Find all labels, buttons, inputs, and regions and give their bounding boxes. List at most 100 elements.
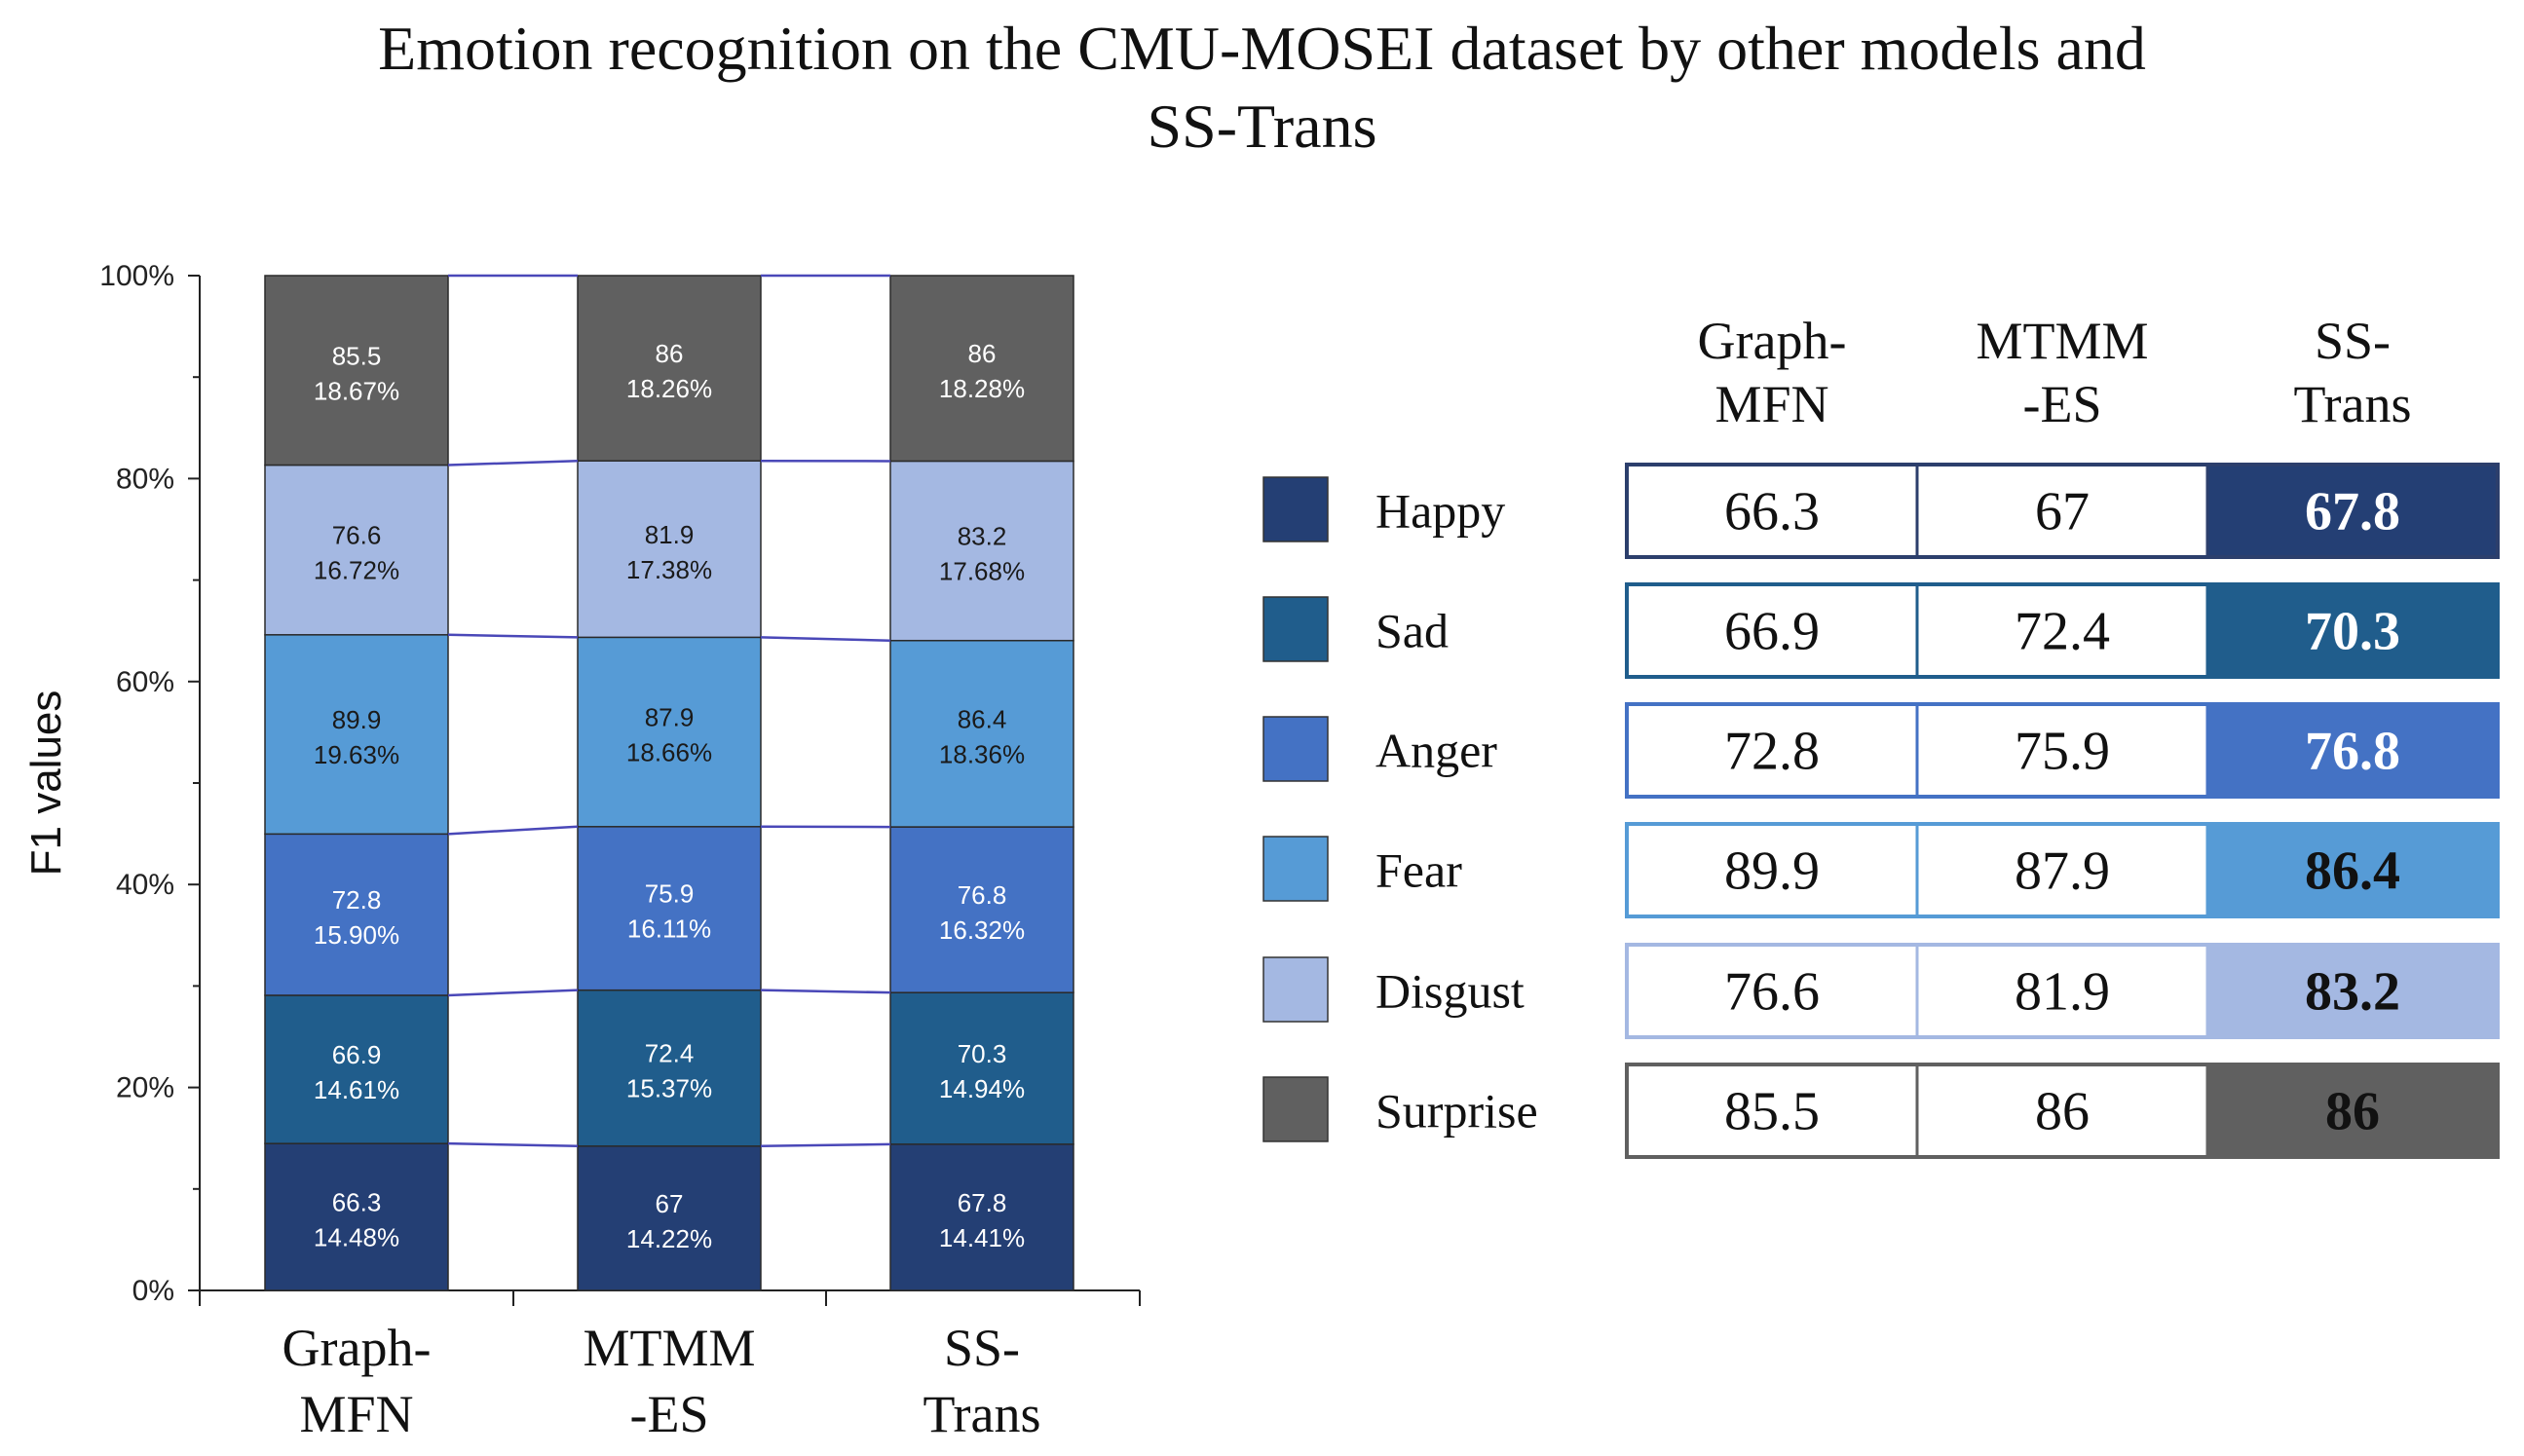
legend-label: Surprise [1375, 1084, 1538, 1139]
y-tick-label: 60% [116, 666, 174, 698]
bar-percent-label: 14.48% [314, 1223, 399, 1252]
table-cell-value: 66.3 [1724, 482, 1820, 542]
legend-swatch-surprise [1262, 1076, 1329, 1142]
x-category-label: Trans [923, 1385, 1040, 1443]
bar-segment-surprise [264, 275, 449, 467]
bar-segment-surprise [889, 275, 1074, 463]
bar-percent-label: 14.94% [939, 1074, 1025, 1103]
bar-value-label: 83.2 [958, 522, 1007, 551]
table-row-border [1625, 1063, 2500, 1159]
table-cell-value: 83.2 [2305, 962, 2400, 1023]
bar-value-label: 86.4 [958, 704, 1007, 733]
connector-line [760, 636, 891, 642]
bar-percent-label: 19.63% [314, 740, 399, 769]
legend-swatch-disgust [1262, 956, 1329, 1023]
table-row-border [1625, 943, 2500, 1039]
legend-swatch-fear [1262, 836, 1329, 902]
bar-segment-anger [264, 833, 449, 996]
legend-label: Sad [1375, 604, 1449, 658]
stacked-bar-chart: 0% 20% 40% 60% 80% 100% F1 values 66.3 14.48% 67 1… [22, 260, 1141, 1443]
table-column-header: -ES [2023, 375, 2102, 433]
legend-label: Disgust [1375, 964, 1525, 1019]
connector-line [447, 825, 579, 836]
chart-title-line-1: Emotion recognition on the CMU-MOSEI dat… [378, 14, 2146, 83]
bar-segment-surprise [577, 275, 762, 462]
table-row-border [1625, 702, 2500, 799]
y-tick-label: 40% [116, 869, 174, 901]
bar-value-label: 66.9 [332, 1040, 382, 1069]
chart-title-line-2: SS-Trans [1147, 92, 1377, 161]
bar-value-label: 72.4 [645, 1039, 695, 1068]
bar-percent-label: 15.90% [314, 920, 399, 950]
bar-segment-disgust [577, 460, 762, 639]
table-column-header: Graph- [1698, 312, 1847, 370]
bar-percent-label: 16.11% [627, 915, 711, 944]
bar-value-label: 81.9 [645, 520, 695, 549]
bar-percent-label: 14.22% [626, 1224, 712, 1253]
table-column-header: Trans [2293, 375, 2411, 433]
table-cell-value: 72.4 [2015, 602, 2110, 662]
table-row-border [1625, 822, 2500, 918]
values-table: Graph-MFN MTMM-ES SS-Trans Happy 66.3 67 67.8 S… [1262, 312, 2500, 1159]
connector-line [447, 633, 579, 639]
bar-value-label: 70.3 [958, 1039, 1007, 1068]
x-category-label: SS- [944, 1319, 1020, 1377]
legend-label: Anger [1375, 724, 1497, 778]
bar-value-label: 75.9 [645, 879, 695, 909]
bar-segment-anger [889, 826, 1074, 993]
table-cell-value: 89.9 [1724, 841, 1820, 902]
bar-percent-label: 18.28% [939, 374, 1025, 403]
bar-value-label: 87.9 [645, 703, 695, 732]
bar-segment-anger [577, 826, 762, 991]
y-tick-label: 80% [116, 463, 174, 495]
table-cell-value: 67.8 [2305, 482, 2400, 542]
table-cell-value: 76.8 [2305, 722, 2400, 782]
connector-line [447, 989, 579, 997]
bar-segment-happy [577, 1145, 762, 1291]
table-column-header: MTMM [1976, 312, 2148, 370]
bar-percent-label: 18.66% [626, 738, 712, 767]
legend-label: Fear [1375, 843, 1462, 898]
table-column-header: MFN [1714, 375, 1828, 433]
table-cell-value: 86 [2325, 1082, 2380, 1142]
bar-value-label: 86 [656, 339, 684, 368]
table-cell-value: 76.6 [1724, 962, 1820, 1023]
bar-percent-label: 17.68% [939, 557, 1025, 586]
bar-value-label: 76.8 [958, 880, 1007, 910]
legend-label: Happy [1375, 484, 1505, 539]
bar-percent-label: 15.37% [626, 1074, 712, 1103]
table-row-border [1625, 463, 2500, 559]
bar-value-label: 67.8 [958, 1188, 1007, 1217]
bar-value-label: 76.6 [332, 521, 382, 550]
bar-percent-label: 14.41% [939, 1223, 1025, 1252]
bar-segment-happy [264, 1142, 449, 1291]
bar-percent-label: 16.72% [314, 556, 399, 585]
table-cell-value: 85.5 [1724, 1082, 1820, 1142]
legend-swatch-anger [1262, 716, 1329, 782]
table-cell-value: 72.8 [1724, 722, 1820, 782]
bar-percent-label: 18.67% [314, 376, 399, 405]
table-cell-value: 66.9 [1724, 602, 1820, 662]
bar-percent-label: 18.26% [626, 374, 712, 403]
table-cell-value: 75.9 [2015, 722, 2110, 782]
x-category-label: Graph- [283, 1319, 432, 1377]
legend-swatch-happy [1262, 476, 1329, 542]
table-highlight-cell [2207, 945, 2498, 1037]
bar-value-label: 67 [656, 1189, 684, 1218]
connector-line [447, 1141, 579, 1148]
legend-swatch-sad [1262, 596, 1329, 662]
bar-value-label: 72.8 [332, 885, 382, 915]
bar-percent-label: 16.32% [939, 915, 1025, 945]
y-tick-label: 100% [99, 260, 174, 292]
table-cell-value: 87.9 [2015, 841, 2110, 902]
bar-value-label: 66.3 [332, 1188, 382, 1217]
table-highlight-cell [2207, 584, 2498, 677]
table-cell-value: 81.9 [2015, 962, 2110, 1023]
x-category-label: MFN [299, 1385, 413, 1443]
bar-segment-disgust [264, 464, 449, 636]
bar-segment-sad [889, 991, 1074, 1145]
bar-segment-fear [264, 634, 449, 836]
table-highlight-cell [2207, 824, 2498, 916]
table-highlight-cell [2207, 704, 2498, 797]
